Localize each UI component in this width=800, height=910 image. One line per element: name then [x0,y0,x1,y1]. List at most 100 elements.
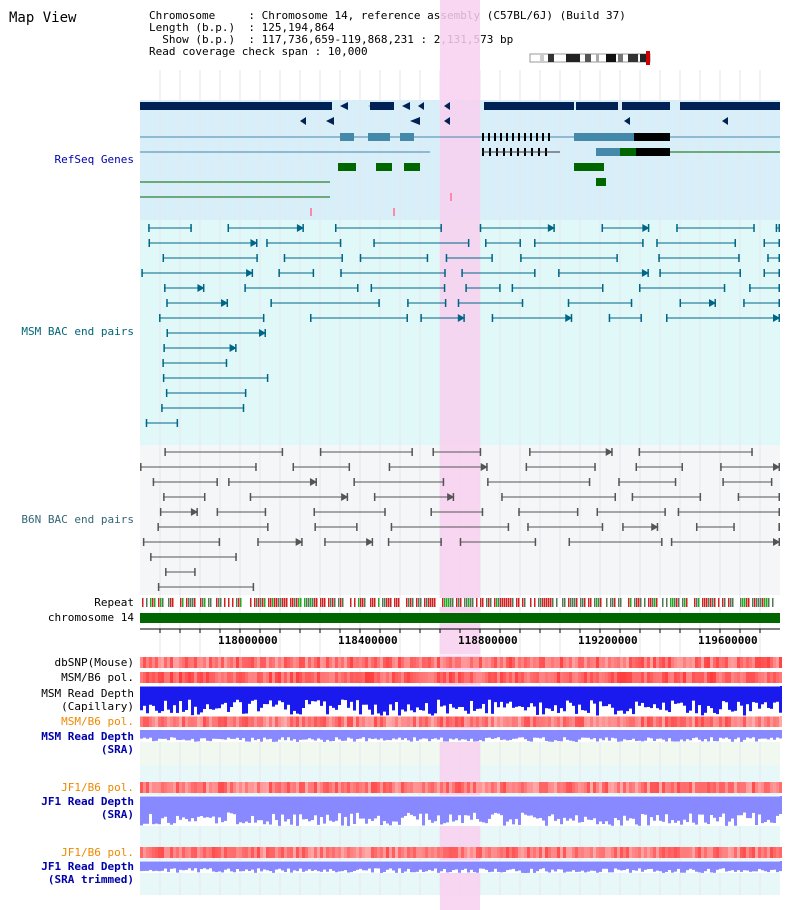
depth-bar [437,861,440,873]
depth-bar [299,686,302,715]
depth-bar [638,730,641,741]
repeat-mark [322,598,324,607]
msm-bac-pair [221,299,229,307]
depth-bar [638,686,641,706]
msm-bac-pair [164,284,166,292]
snp-density-cell [626,716,629,727]
msm-bac-pair [534,239,536,247]
depth-bar [731,796,734,819]
depth-bar [332,861,335,871]
depth-bar [152,686,155,706]
depth-bar [665,686,668,711]
repeat-mark [278,598,280,607]
depth-bar [155,730,158,741]
snp-density-cell [245,716,248,727]
b6n-bac-pair [387,538,390,546]
msm-bac-pair [256,254,258,262]
depth-bar [731,730,734,742]
snp-density-cell [338,782,341,793]
snp-density-cell [311,847,314,858]
snp-density-cell [482,657,485,668]
repeat-mark [300,598,302,607]
depth-bar [740,861,743,872]
depth-bar [722,796,725,814]
repeat-mark [334,598,336,607]
snp-density-cell [416,657,419,668]
snp-density-cell [572,847,575,858]
snp-density-cell [461,716,464,727]
depth-bar [452,686,455,708]
depth-bar [317,730,320,739]
snp-density-cell [203,716,206,727]
snp-density-cell [359,672,362,683]
depth-bar [191,730,194,739]
depth-bar [182,861,185,871]
snp-density-cell [407,847,410,858]
snp-density-cell [332,782,335,793]
snp-density-cell [449,716,452,727]
msm-bac-pair [250,239,258,247]
depth-bar [407,730,410,741]
gene-feature [634,133,670,141]
b6n-bac-pair [203,493,206,501]
snp-density-cell [506,672,509,683]
snp-density-cell [572,716,575,727]
snp-density-cell [185,657,188,668]
depth-bar [365,861,368,871]
snp-density-cell [668,847,671,858]
snp-density-cell [251,782,254,793]
refseq-label[interactable]: RefSeq Genes [54,153,134,166]
depth-bar [773,686,776,703]
depth-bar [158,730,161,739]
depth-bar [665,796,668,815]
depth-bar [194,796,197,822]
snp-density-cell [569,782,572,793]
snp-density-cell [485,672,488,683]
ideogram-band [585,54,591,62]
snp-density-cell [443,657,446,668]
depth-bar [173,796,176,824]
snp-density-cell [599,657,602,668]
snp-density-cell [314,782,317,793]
snp-density-cell [716,847,719,858]
repeat-mark [458,598,460,607]
snp-density-cell [488,672,491,683]
snp-density-cell [344,847,347,858]
snp-density-cell [749,782,752,793]
depth-bar [740,686,743,706]
snp-density-cell [236,716,239,727]
b6n-bac-label[interactable]: B6N BAC end pairs [21,513,134,526]
msm-bac-pair [445,254,448,262]
depth-bar [290,861,293,873]
snp-density-cell [635,782,638,793]
repeat-mark [662,598,664,607]
gene-feature [622,102,670,110]
depth-bar [446,861,449,873]
msm-bac-label[interactable]: MSM BAC end pairs [21,325,134,338]
snp-density-cell [632,847,635,858]
snp-density-cell [233,672,236,683]
repeat-mark [232,598,234,607]
gene-feature [636,148,670,156]
snp-density-cell [275,657,278,668]
snp-density-cell [743,782,746,793]
snp-density-cell [143,657,146,668]
depth-bar [398,730,401,738]
snp-density-cell [212,657,215,668]
depth-bar [143,861,146,871]
b6n-bac-pair [249,493,252,501]
b6n-bac-pair [150,553,152,561]
snp-density-cell [566,716,569,727]
snp-density-cell [617,716,620,727]
snp-density-cell [773,847,776,858]
snp-density-cell [563,847,566,858]
depth-bar [743,796,746,813]
depth-bar [221,686,224,705]
snp-density-cell [656,657,659,668]
depth-bar [413,861,416,873]
repeat-mark [724,598,726,607]
msm-bac-pair [778,284,780,292]
repeat-mark [618,598,620,607]
repeat-mark [648,598,650,607]
